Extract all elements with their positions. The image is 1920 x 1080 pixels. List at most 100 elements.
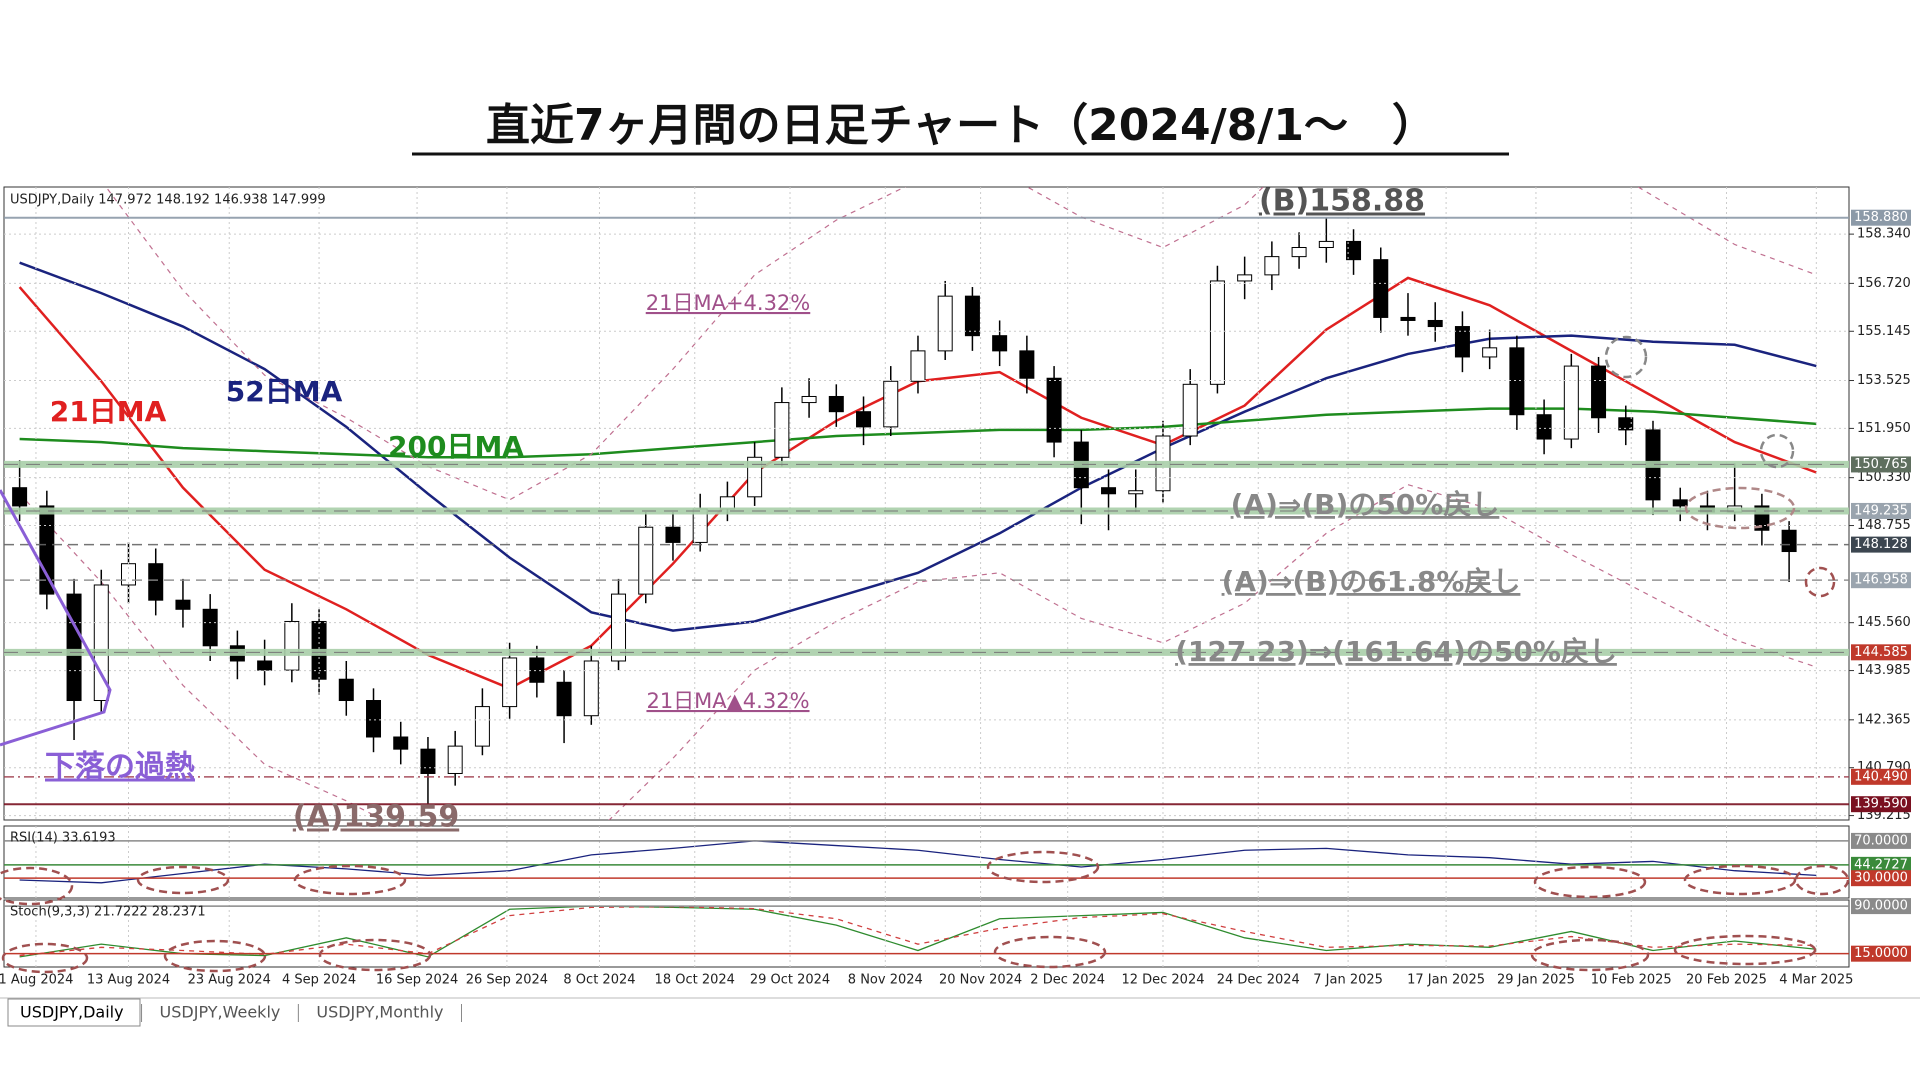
y-tick-label: 30.0000	[1854, 871, 1908, 886]
candle-body	[1101, 487, 1117, 495]
candle-body	[1563, 365, 1579, 440]
candle-body	[1591, 365, 1607, 419]
price-tag-label: 158.880	[1854, 210, 1908, 225]
candle-body	[1182, 383, 1198, 437]
candle-body	[1400, 316, 1416, 321]
y-tick-label: 70.0000	[1854, 833, 1908, 848]
candle-body	[801, 395, 817, 404]
x-tick-label: 17 Jan 2025	[1407, 973, 1485, 988]
candle-body	[1373, 259, 1389, 318]
x-tick-label: 29 Jan 2025	[1497, 973, 1575, 988]
candle-body	[1482, 347, 1498, 358]
candle-body	[1264, 256, 1280, 276]
candle-body	[774, 402, 790, 458]
stoch-line	[19, 906, 1817, 957]
price-tag	[1851, 536, 1911, 553]
price-tag	[1851, 209, 1911, 226]
y-tick-label: 90.0000	[1854, 899, 1908, 914]
candle-body	[420, 748, 436, 774]
x-tick-label: 18 Oct 2024	[655, 973, 735, 988]
x-tick-label: 8 Nov 2024	[848, 973, 923, 988]
y-tick-label: 153.525	[1857, 373, 1911, 388]
price-tag-label: 149.235	[1854, 503, 1908, 518]
candle-body	[964, 295, 980, 337]
candle-body	[611, 593, 627, 662]
candle-body	[175, 599, 191, 610]
candle-body	[529, 657, 545, 683]
x-tick-label: 20 Feb 2025	[1686, 973, 1767, 988]
price-tag-label: 140.490	[1854, 769, 1908, 784]
candle-body	[447, 745, 463, 774]
price-tag-label: 144.585	[1854, 645, 1908, 660]
price-tag-label: 146.958	[1854, 573, 1908, 588]
price-tag-label: 148.128	[1854, 537, 1908, 552]
annotation: (A)⇒(B)の61.8%戻し	[1222, 565, 1521, 598]
candle-body	[121, 563, 137, 586]
price-tag	[1851, 945, 1911, 962]
candle-body	[1427, 319, 1443, 328]
candle-body	[856, 411, 872, 428]
stoch-line	[19, 905, 1817, 958]
price-tag-label: 150.765	[1854, 457, 1908, 472]
price-tag	[1851, 644, 1911, 661]
chart-title: 直近7ヶ月間の日足チャート（2024/8/1～ ）	[486, 100, 1436, 151]
tab[interactable]: USDJPY,Weekly	[160, 1003, 281, 1022]
price-tag	[1851, 796, 1911, 813]
rsi-line	[19, 840, 1817, 884]
y-tick-label: 156.720	[1857, 276, 1911, 291]
stoch-panel	[3, 899, 1850, 968]
y-tick-label: 155.145	[1857, 324, 1911, 339]
candle-body	[338, 678, 354, 702]
rsi-label: RSI(14) 33.6193	[10, 831, 116, 846]
y-tick-label: 145.560	[1857, 615, 1911, 630]
price-tag	[1851, 898, 1911, 915]
candle-body	[284, 620, 300, 671]
annotation: (A)139.59	[293, 800, 459, 835]
x-tick-label: 10 Feb 2025	[1591, 973, 1672, 988]
candle-body	[39, 505, 55, 595]
y-tick-label: 44.2727	[1854, 857, 1908, 872]
candle-body	[828, 395, 844, 413]
price-tag	[1851, 502, 1911, 519]
candle-body	[366, 700, 382, 738]
x-tick-label: 8 Oct 2024	[563, 973, 635, 988]
candle-body	[910, 350, 926, 382]
candle-body	[1128, 490, 1144, 495]
candle-body	[719, 496, 735, 510]
x-tick-label: 4 Mar 2025	[1779, 973, 1853, 988]
annotation: (A)⇒(B)の50%戻し	[1231, 488, 1500, 521]
candle-body	[937, 295, 953, 352]
price-tag	[1851, 832, 1911, 849]
x-tick-label: 13 Aug 2024	[87, 973, 170, 988]
candle-body	[148, 563, 164, 601]
x-tick-label: 29 Oct 2024	[750, 973, 830, 988]
tab[interactable]: USDJPY,Daily	[20, 1003, 124, 1022]
series-label: 200日MA	[388, 430, 524, 463]
x-tick-label: 7 Jan 2025	[1313, 973, 1383, 988]
tab[interactable]: USDJPY,Monthly	[316, 1003, 443, 1022]
candle-body	[665, 526, 681, 543]
candle-body	[393, 736, 409, 750]
candle-body	[93, 584, 109, 702]
highlight-circles	[0, 335, 1850, 974]
y-tick-label: 142.365	[1857, 712, 1911, 727]
rsi-panel	[3, 825, 1850, 899]
annotation: (B)158.88	[1259, 184, 1425, 219]
candle-body	[992, 335, 1008, 352]
candle-body	[1618, 417, 1634, 431]
price-tag	[1851, 456, 1911, 473]
x-tick-label: 26 Sep 2024	[466, 973, 548, 988]
candle-body	[257, 660, 273, 671]
series-label: 21日MA+4.32%	[646, 291, 811, 315]
price-tag	[1851, 572, 1911, 589]
x-tick-label: 12 Dec 2024	[1121, 973, 1204, 988]
annotation: 下落の過熱	[45, 750, 195, 785]
sub-clip	[19, 840, 1817, 958]
candle-body	[556, 681, 572, 717]
x-tick-label: 2 Dec 2024	[1030, 973, 1105, 988]
price-tag	[1851, 768, 1911, 785]
candle-body	[1318, 240, 1334, 249]
active-tab[interactable]	[7, 998, 141, 1027]
